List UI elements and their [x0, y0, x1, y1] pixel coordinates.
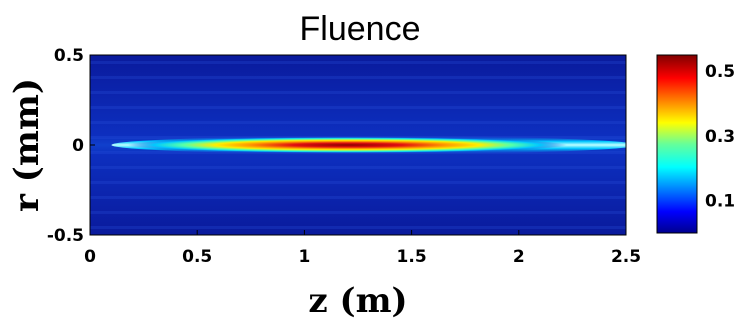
band: [90, 61, 626, 64]
x-axis: 0 0.5 1 1.5 2 2.5: [84, 230, 641, 267]
x-tick-label: 0: [84, 247, 96, 267]
y-axis-label: r (mm): [7, 78, 47, 212]
x-tick-label: 2.5: [611, 247, 641, 267]
filament-core: [127, 137, 568, 153]
x-axis-label: z (m): [308, 281, 407, 321]
band: [90, 106, 626, 109]
band: [90, 166, 626, 169]
band: [90, 226, 626, 229]
band: [90, 181, 626, 184]
colorbar-tick-label: 0.3: [705, 127, 735, 147]
y-tick-label: 0.5: [54, 46, 84, 66]
colorbar: [656, 54, 698, 234]
x-tick-label: 1: [298, 247, 310, 267]
x-tick-label: 2: [513, 247, 525, 267]
y-axis: 0.5 0 -0.5: [47, 46, 95, 246]
x-tick-label: 0.5: [182, 247, 212, 267]
colorbar-ticks: 0.5 0.3 0.1: [705, 62, 735, 211]
band: [90, 76, 626, 79]
heatmap-plot: [90, 55, 626, 235]
chart-title: Fluence: [300, 10, 421, 48]
y-tick-label: 0: [72, 136, 84, 156]
band: [90, 211, 626, 214]
band: [90, 196, 626, 199]
colorbar-tick-label: 0.5: [705, 62, 735, 82]
y-tick-label: -0.5: [47, 226, 84, 246]
x-tick-label: 1.5: [397, 247, 427, 267]
band: [90, 121, 626, 124]
colorbar-tick-label: 0.1: [705, 192, 735, 212]
band: [90, 91, 626, 94]
